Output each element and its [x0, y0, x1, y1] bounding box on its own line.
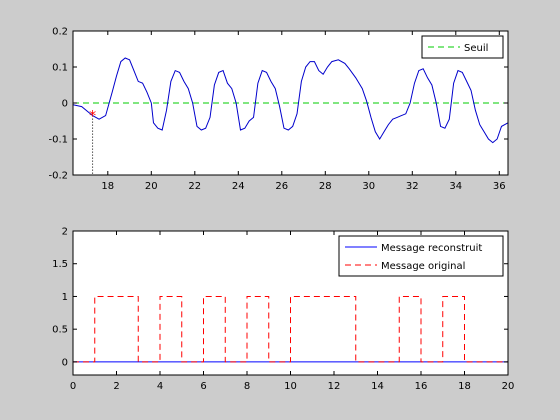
x-tick-label: 24 [232, 181, 245, 192]
legend-label: Seuil [464, 43, 488, 54]
x-tick-label: 18 [458, 381, 471, 392]
series-line-0-0 [73, 57, 508, 144]
y-tick-label: 2 [62, 227, 68, 238]
x-tick-label: 0 [70, 381, 76, 392]
x-tick-label: 4 [157, 381, 163, 392]
x-tick-label: 12 [328, 381, 341, 392]
x-tick-label: 10 [284, 381, 297, 392]
x-tick-label: 34 [449, 181, 462, 192]
x-tick-label: 36 [493, 181, 506, 192]
y-tick-label: -0.2 [48, 171, 68, 182]
legend-1: Message reconstruit Message original [338, 235, 504, 277]
x-tick-label: 18 [101, 181, 114, 192]
y-tick-label: 0.5 [52, 325, 68, 336]
y-tick-label: 0.2 [52, 27, 68, 38]
x-tick-label: 30 [362, 181, 375, 192]
x-tick-label: 14 [371, 381, 384, 392]
x-tick-label: 20 [502, 381, 515, 392]
legend-0: Seuil [421, 35, 504, 59]
legend-box [338, 235, 504, 277]
chart-top-threshold-signal: * 18 20 22 24 26 28 30 32 34 36 -0.2 -0.1 0 0.1 0.2 Seui… [48, 27, 509, 192]
y-tick-label: -0.1 [48, 135, 68, 146]
chart-bottom-message-comparison: 0 2 4 6 8 10 12 14 16 18 20 0 0.5 1 1.5 2 Message recons… [52, 227, 514, 393]
y-tick-label: 0.1 [52, 63, 68, 74]
x-tick-label: 26 [275, 181, 288, 192]
marker-star: * [89, 109, 96, 125]
x-tick-label: 20 [145, 181, 158, 192]
x-tick-label: 2 [113, 381, 119, 392]
y-tick-label: 0 [62, 357, 68, 368]
y-tick-label: 1 [62, 292, 68, 303]
x-tick-label: 28 [319, 181, 332, 192]
legend-label: Message reconstruit [381, 243, 482, 254]
y-tick-label: 0 [62, 99, 68, 110]
legend-label: Message original [381, 261, 465, 272]
plot-area-1 [73, 295, 508, 363]
x-tick-label: 8 [244, 381, 250, 392]
x-tick-label: 6 [200, 381, 206, 392]
x-tick-label: 22 [188, 181, 201, 192]
legend-box [421, 35, 504, 59]
plot-area-0: * [73, 57, 508, 175]
series-line-message-original [73, 295, 508, 363]
x-tick-label: 32 [406, 181, 419, 192]
x-tick-label: 16 [415, 381, 428, 392]
y-tick-label: 1.5 [52, 259, 68, 270]
